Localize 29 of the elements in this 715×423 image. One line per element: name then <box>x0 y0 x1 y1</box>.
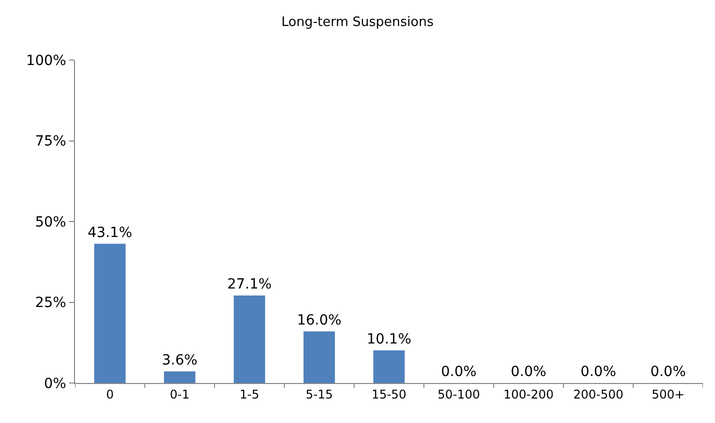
data-label: 0.0% <box>440 364 477 380</box>
x-tick-label: 0 <box>106 387 114 402</box>
y-tick-label: 25% <box>35 295 66 312</box>
x-tick-label: 200-500 <box>573 387 624 402</box>
bar <box>234 295 266 383</box>
x-tick-label: 1-5 <box>240 387 260 402</box>
data-label: 10.1% <box>366 331 412 348</box>
y-tick-label: 50% <box>35 214 66 230</box>
x-tick-label: 5-15 <box>306 387 333 402</box>
bar <box>164 371 196 383</box>
x-tick-label: 50-100 <box>438 387 480 402</box>
x-tick-label: 15-50 <box>372 387 406 402</box>
data-label: 27.1% <box>227 276 272 292</box>
data-label: 0.0% <box>580 364 616 380</box>
data-label: 43.1% <box>88 224 132 241</box>
y-tick-label: 0% <box>44 376 66 392</box>
data-label: 3.6% <box>162 352 198 368</box>
data-label: 16.0% <box>296 312 342 328</box>
x-tick-label: 500+ <box>652 387 685 402</box>
data-label: 0.0% <box>650 364 686 380</box>
bar <box>373 350 405 383</box>
chart-title: Long-term Suspensions <box>281 15 434 30</box>
y-tick-label: 100% <box>26 52 66 69</box>
bar <box>304 331 335 383</box>
x-tick-label: 0-1 <box>170 387 190 402</box>
y-tick-label: 75% <box>35 134 66 150</box>
x-tick-label: 100-200 <box>503 387 554 402</box>
bar <box>94 244 126 383</box>
data-label: 0.0% <box>510 364 546 380</box>
